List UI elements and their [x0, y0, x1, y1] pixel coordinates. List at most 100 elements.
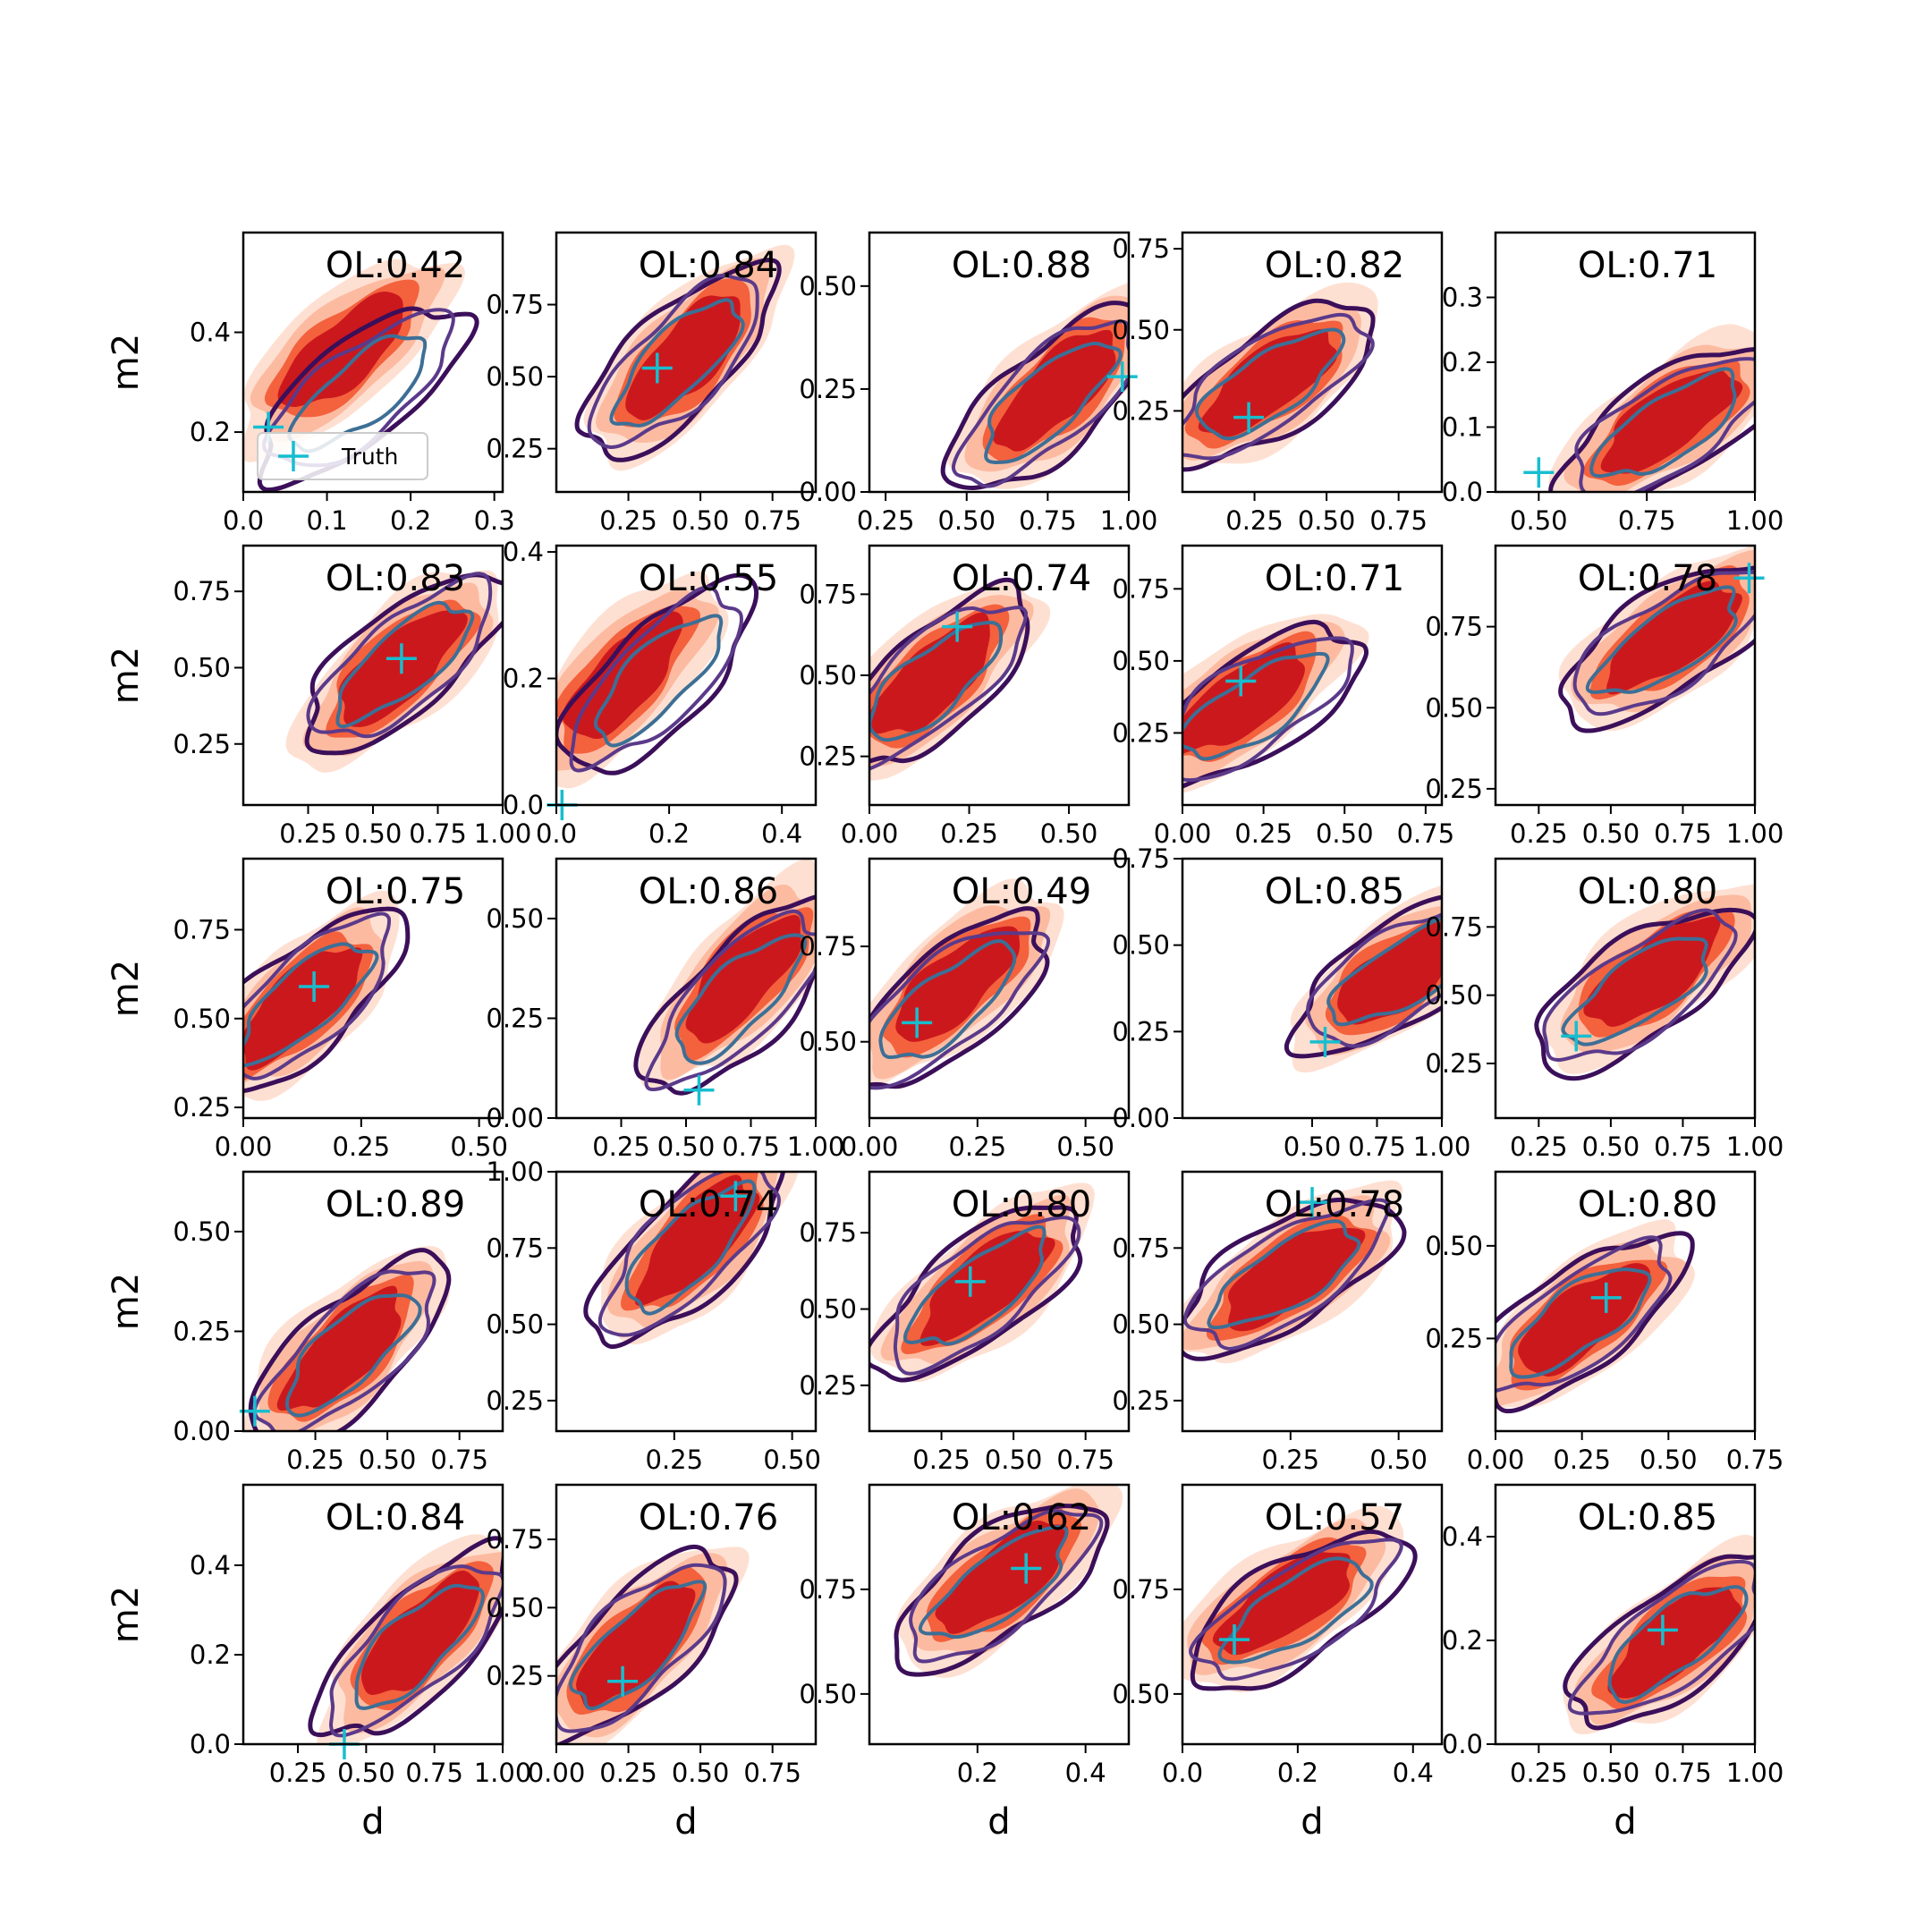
x-tick-label: 0.50	[1582, 1758, 1640, 1788]
contour-area	[1496, 1219, 1695, 1414]
axes-frame	[242, 231, 504, 494]
panel-r2-c4: 0.00 0.25 0.50 0.75 0.25 0.50 0.75 OL:0.71	[1112, 544, 1454, 849]
filled-contour-level-4	[895, 926, 1021, 1042]
panel-title: OL:0.89	[326, 1184, 465, 1225]
panel-r1-c5: 0.50 0.75 1.00 0.0 0.1 0.2 0.3 OL:0.71	[1442, 231, 1784, 536]
axes-frame	[1494, 1170, 1757, 1433]
y-tick-label: 0.25	[1112, 395, 1170, 426]
panel-title: OL:0.84	[326, 1497, 465, 1538]
panel-r3-c5: 0.25 0.50 0.75 1.00 0.25 0.50 0.75 OL:0.80	[1425, 857, 1784, 1162]
axes-frame	[868, 857, 1131, 1120]
x-axis-label: d	[987, 1801, 1010, 1843]
line-contour-level-1	[1182, 1197, 1407, 1361]
axes-frame	[1494, 857, 1757, 1120]
x-tick-label: 0.25	[1553, 1445, 1611, 1475]
x-tick-label: 0.75	[743, 1758, 801, 1788]
x-tick-label: 0.2	[957, 1758, 998, 1788]
x-tick-label: 0.25	[599, 1758, 657, 1788]
y-tick-label: 0.50	[486, 1592, 544, 1623]
panel-title: OL:0.82	[1265, 245, 1404, 286]
y-tick-label: 0.50	[799, 1679, 857, 1709]
contour-area	[556, 1544, 750, 1744]
contour-area	[1182, 282, 1378, 472]
contour-area	[285, 570, 503, 773]
x-tick-label: 0.50	[672, 1758, 730, 1788]
x-tick-label: 0.2	[1277, 1758, 1318, 1788]
axes-frame	[555, 1483, 818, 1746]
line-contour-level-3	[1326, 917, 1442, 1027]
y-tick-label: 0.25	[173, 1092, 231, 1123]
contour-area	[1182, 614, 1369, 793]
y-tick-label: 0.50	[486, 361, 544, 392]
y-tick-label: 0.2	[503, 664, 544, 694]
y-tick-label: 0.50	[1112, 1309, 1170, 1340]
y-tick-label: 0.25	[486, 1003, 544, 1033]
truth-marker	[954, 1266, 986, 1297]
truth-marker	[299, 971, 330, 1003]
contour-area	[1534, 884, 1755, 1081]
contour-area	[1182, 1505, 1418, 1693]
x-tick-label: 0.75	[1654, 818, 1712, 849]
line-contour-level-3	[1194, 327, 1346, 441]
y-tick-label: 0.75	[799, 579, 857, 609]
contour-area	[583, 1172, 799, 1350]
x-tick-label: 0.75	[405, 1758, 463, 1788]
y-tick-label: 0.50	[173, 1216, 231, 1247]
line-contour-level-1	[869, 906, 1050, 1089]
y-tick-label: 0.25	[799, 1370, 857, 1401]
y-tick-label: 0.50	[1112, 1679, 1170, 1709]
y-tick-label: 0.75	[1112, 843, 1170, 874]
x-tick-label: 0.25	[1510, 1758, 1568, 1788]
x-tick-label: 0.50	[937, 505, 996, 536]
x-tick-label: 0.25	[940, 818, 998, 849]
x-tick-label: 0.50	[1582, 818, 1640, 849]
truth-marker	[1590, 1282, 1622, 1313]
line-contour-level-2	[1567, 1559, 1755, 1716]
truth-marker	[942, 611, 973, 642]
line-contour-level-1	[556, 572, 759, 775]
panel-r2-c2: 0.0 0.2 0.4 0.0 0.2 0.4 OL:0.55	[503, 537, 818, 849]
contour-area	[940, 283, 1129, 491]
line-contour-level-2	[587, 274, 759, 450]
line-contour-level-1	[1182, 298, 1376, 472]
x-tick-label: 0.50	[1510, 505, 1568, 536]
line-contour-level-3	[674, 933, 808, 1065]
truth-marker	[1233, 402, 1265, 433]
x-tick-label: 0.0	[223, 505, 264, 536]
line-contour-level-3	[624, 1179, 757, 1316]
x-tick-label: 0.50	[1056, 1131, 1114, 1162]
x-tick-label: 0.1	[306, 505, 347, 536]
contour-area	[1563, 1534, 1755, 1735]
y-tick-label: 0.50	[486, 1309, 544, 1340]
line-contour-level-3	[1182, 651, 1330, 761]
filled-contour-level-4	[1198, 328, 1338, 437]
line-contour-level-2	[909, 1509, 1104, 1664]
line-contour-level-2	[252, 1269, 436, 1431]
panel-r3-c3: 0.00 0.25 0.50 0.50 0.75 OL:0.49	[799, 857, 1131, 1162]
line-contour-level-3	[878, 939, 1017, 1060]
x-tick-label: 0.75	[1348, 1131, 1406, 1162]
truth-marker	[1106, 361, 1138, 393]
x-tick-label: 0.75	[1618, 505, 1676, 536]
x-tick-label: 0.50	[763, 1445, 821, 1475]
x-tick-label: 0.75	[1369, 505, 1428, 536]
x-tick-label: 0.25	[1510, 1131, 1568, 1162]
x-tick-label: 0.75	[743, 505, 801, 536]
y-tick-label: 0.50	[173, 652, 231, 682]
y-tick-label: 0.50	[1112, 646, 1170, 676]
x-tick-label: 0.75	[409, 818, 467, 849]
axes-frame	[555, 544, 818, 807]
y-axis-label: m2	[106, 334, 147, 391]
panel-r5-c2: 0.00 0.25 0.50 0.75 0.25 0.50 0.75 OL:0.76 d	[486, 1483, 818, 1843]
x-tick-label: 0.25	[949, 1131, 1007, 1162]
x-tick-label: 0.50	[1582, 1131, 1640, 1162]
x-tick-label: 0.75	[1654, 1758, 1712, 1788]
truth-marker	[386, 643, 417, 674]
axes-frame	[1181, 231, 1444, 494]
panel-r3-c1: 0.00 0.25 0.50 0.25 0.50 0.75 OL:0.75 m2	[106, 857, 508, 1162]
y-tick-label: 0.25	[1425, 1323, 1483, 1353]
panel-r4-c2: 0.25 0.50 0.25 0.50 0.75 1.00 OL:0.74	[486, 1157, 821, 1475]
contour-area	[243, 1246, 452, 1431]
